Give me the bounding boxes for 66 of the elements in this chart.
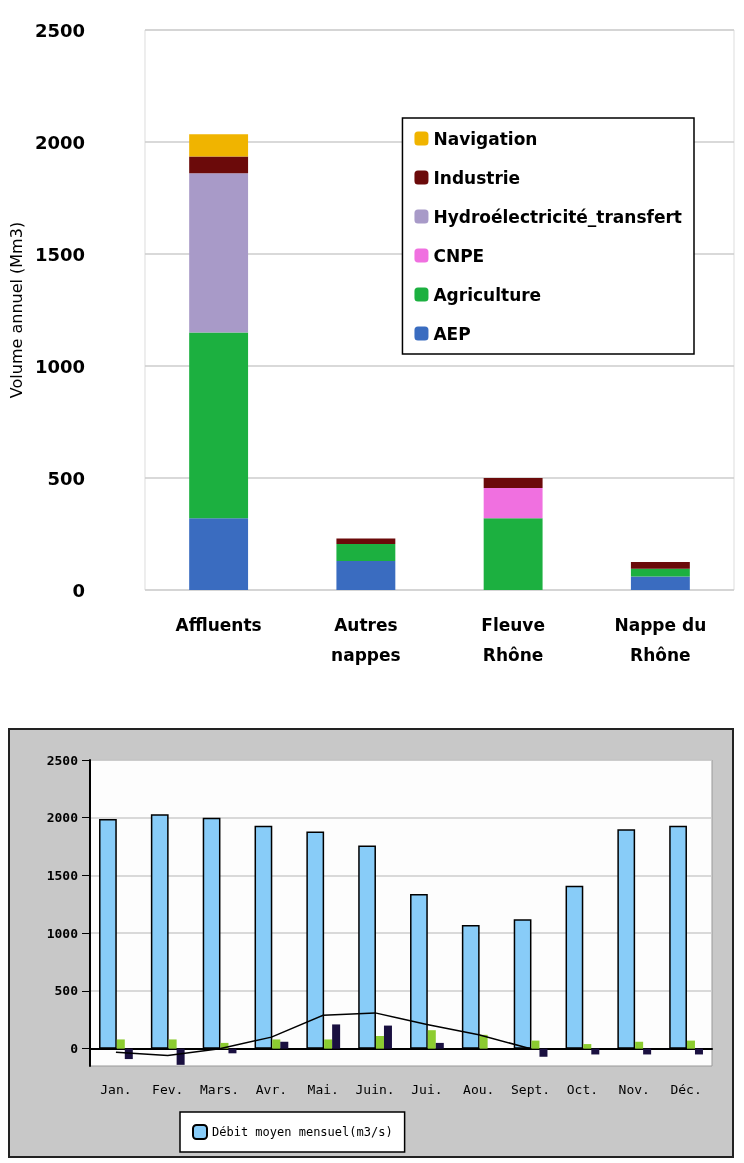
bar	[483, 518, 543, 590]
x-tick-label: Sept.	[511, 1081, 551, 1097]
bar	[630, 576, 690, 590]
y-axis-title: Volume annuel (Mm3)	[6, 221, 26, 399]
y-tick-label: 2000	[46, 810, 79, 826]
y-tick-label: 2500	[46, 752, 79, 768]
x-tick-label: Avr.	[255, 1081, 288, 1097]
x-tick-label: Nappe du Rhône	[614, 615, 707, 665]
bar	[324, 1039, 333, 1049]
legend-label: Industrie	[433, 167, 521, 188]
bar	[189, 173, 249, 333]
y-tick-label: 1000	[34, 355, 85, 377]
x-tick-label: Autres nappes	[331, 615, 401, 665]
y-tick-label: 500	[54, 983, 79, 999]
bar	[168, 1039, 177, 1049]
x-tick-label: Fleuve Rhône	[481, 615, 545, 665]
legend-label: Débit moyen mensuel(m3/s)	[212, 1125, 393, 1139]
y-tick-label: 0	[70, 1041, 79, 1057]
bar	[189, 156, 249, 174]
bar	[189, 332, 249, 519]
legend-label: Navigation	[433, 128, 538, 149]
bar	[280, 1041, 289, 1049]
bar	[583, 1044, 592, 1049]
bar	[630, 562, 690, 569]
y-tick-label: 2000	[34, 131, 85, 153]
bar	[272, 1039, 281, 1049]
legend-label: Agriculture	[433, 284, 542, 305]
x-tick-label: Aou.	[463, 1081, 495, 1097]
x-tick-label: Jan.	[100, 1081, 132, 1097]
bar	[336, 560, 396, 590]
x-tick-label: Oct.	[566, 1081, 599, 1097]
bar	[531, 1040, 540, 1049]
bar	[116, 1039, 125, 1049]
bar	[483, 478, 543, 489]
x-tick-label: Juin.	[355, 1081, 395, 1097]
legend-label: CNPE	[433, 245, 485, 266]
bar	[635, 1041, 644, 1049]
bar	[189, 134, 249, 157]
legend-label: Hydroélectricité_transfert	[433, 206, 682, 227]
x-tick-label: Mars.	[200, 1081, 240, 1097]
x-tick-label: Mai.	[307, 1081, 339, 1097]
y-tick-label: 500	[47, 467, 85, 489]
bar	[332, 1024, 341, 1049]
bar	[383, 1025, 392, 1049]
x-tick-label: Nov.	[618, 1081, 650, 1097]
bar	[686, 1040, 695, 1049]
bar	[435, 1042, 444, 1049]
x-tick-label: Déc.	[670, 1081, 702, 1097]
y-tick-label: 1500	[34, 243, 85, 265]
x-tick-label: Affluents	[175, 615, 262, 635]
y-tick-label: 1500	[46, 867, 79, 883]
legend-label: AEP	[433, 323, 471, 344]
y-tick-label: 0	[72, 579, 85, 601]
bar	[375, 1035, 384, 1049]
bar	[176, 1048, 185, 1065]
bar	[630, 568, 690, 577]
x-tick-label: Fev.	[152, 1081, 184, 1097]
bar	[336, 538, 396, 545]
bar	[483, 488, 543, 519]
y-tick-label: 1000	[46, 925, 79, 941]
bar	[539, 1048, 548, 1057]
bar	[336, 544, 396, 561]
x-tick-label: Jui.	[411, 1081, 443, 1097]
bar	[427, 1030, 436, 1049]
bar	[189, 518, 249, 590]
y-tick-label: 2500	[34, 19, 85, 41]
